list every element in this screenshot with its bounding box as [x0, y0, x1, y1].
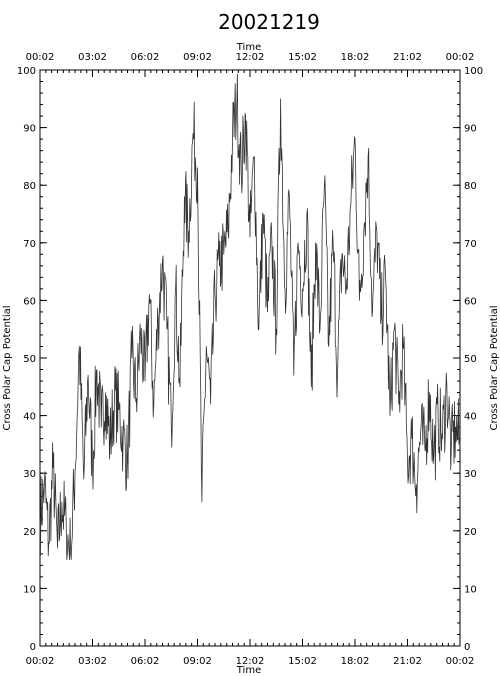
y-tick-label-right: 10: [464, 584, 477, 595]
y-tick-label: 40: [23, 412, 36, 423]
x-tick-label: 12:02: [236, 656, 265, 667]
y-tick-label-right: 50: [464, 354, 477, 365]
x-tick-label-top: 15:02: [288, 52, 317, 63]
x-tick-label: 00:02: [446, 656, 475, 667]
x-tick-label-top: 06:02: [131, 52, 160, 63]
y-tick-label-right: 0: [464, 642, 470, 653]
y-tick-label: 30: [23, 469, 36, 480]
x-tick-label-top: 12:02: [236, 52, 265, 63]
x-tick-label-top: 18:02: [341, 52, 370, 63]
y-tick-label: 10: [23, 584, 36, 595]
series-line: [39, 73, 461, 560]
y-tick-label-right: 20: [464, 527, 477, 538]
x-axis-label-bottom: Time: [236, 665, 261, 676]
x-axis-label-top: Time: [236, 42, 261, 53]
y-tick-label: 50: [23, 354, 36, 365]
y-tick-label-right: 60: [464, 296, 477, 307]
chart-title: 20021219: [218, 10, 320, 34]
y-tick-label-right: 100: [464, 66, 483, 77]
axis-tick-labels: 00:02 00:02 03:02 03:02 06:02 06:02 09:02 09:02…: [17, 52, 483, 667]
y-tick-label-right: 40: [464, 412, 477, 423]
x-tick-label: 18:02: [341, 656, 370, 667]
x-tick-label-top: 03:02: [78, 52, 107, 63]
x-tick-label: 00:02: [26, 656, 55, 667]
y-tick-label-right: 70: [464, 239, 477, 250]
x-tick-label: 21:02: [393, 656, 422, 667]
y-axis-label-left: Cross Polar Cap Potential: [2, 305, 13, 430]
y-tick-label: 100: [17, 66, 36, 77]
x-tick-label: 03:02: [78, 656, 107, 667]
x-tick-label-top: 09:02: [183, 52, 212, 63]
y-tick-label: 80: [23, 181, 36, 192]
y-tick-label: 60: [23, 296, 36, 307]
x-tick-label: 15:02: [288, 656, 317, 667]
y-tick-label: 90: [23, 124, 36, 135]
y-tick-label: 70: [23, 239, 36, 250]
x-tick-label: 06:02: [131, 656, 160, 667]
x-tick-label-top: 00:02: [26, 52, 55, 63]
y-tick-label: 0: [30, 642, 36, 653]
x-tick-label: 09:02: [183, 656, 212, 667]
y-tick-label: 20: [23, 527, 36, 538]
plot-frame: [39, 69, 461, 647]
x-tick-label-top: 00:02: [446, 52, 475, 63]
y-axis-label-right: Cross Polar Cap Potential: [489, 305, 500, 430]
y-tick-label-right: 80: [464, 181, 477, 192]
y-tick-label-right: 90: [464, 124, 477, 135]
y-tick-label-right: 30: [464, 469, 477, 480]
x-tick-label-top: 21:02: [393, 52, 422, 63]
axis-ticks: [39, 69, 461, 647]
